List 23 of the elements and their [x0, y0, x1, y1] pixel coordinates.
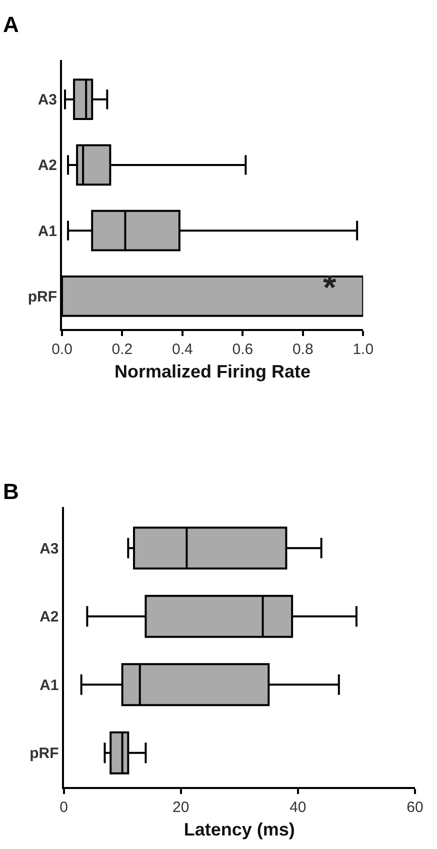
annotation: *: [323, 269, 337, 307]
y-tick-label: A1: [40, 676, 59, 694]
x-tick-label: 1.0: [352, 340, 374, 358]
y-tick-label: A1: [38, 222, 57, 240]
y-tick-label: A2: [40, 608, 59, 626]
x-tick-label: 0.6: [232, 340, 254, 358]
x-tick-label: 40: [290, 799, 306, 816]
x-tick-label: 0.8: [292, 340, 314, 358]
x-tick-label: 0: [60, 799, 68, 816]
x-tick-label: 0.4: [172, 340, 193, 358]
y-tick-label: A3: [38, 92, 57, 109]
y-tick-label: pRF: [30, 745, 59, 762]
y-tick-label: A3: [40, 540, 59, 558]
x-tick-label: 60: [406, 799, 424, 816]
y-tick-label: pRF: [28, 288, 57, 306]
x-tick-label: 0.2: [112, 340, 133, 358]
chart-title: A: [3, 12, 19, 37]
x-axis-title: Latency (ms): [184, 820, 295, 840]
x-tick-label: 0.0: [52, 340, 72, 358]
chart-title: B: [3, 479, 19, 504]
x-tick-label: 20: [172, 799, 190, 816]
y-tick-label: A2: [38, 157, 57, 174]
x-axis-title: Normalized Firing Rate: [114, 362, 311, 382]
